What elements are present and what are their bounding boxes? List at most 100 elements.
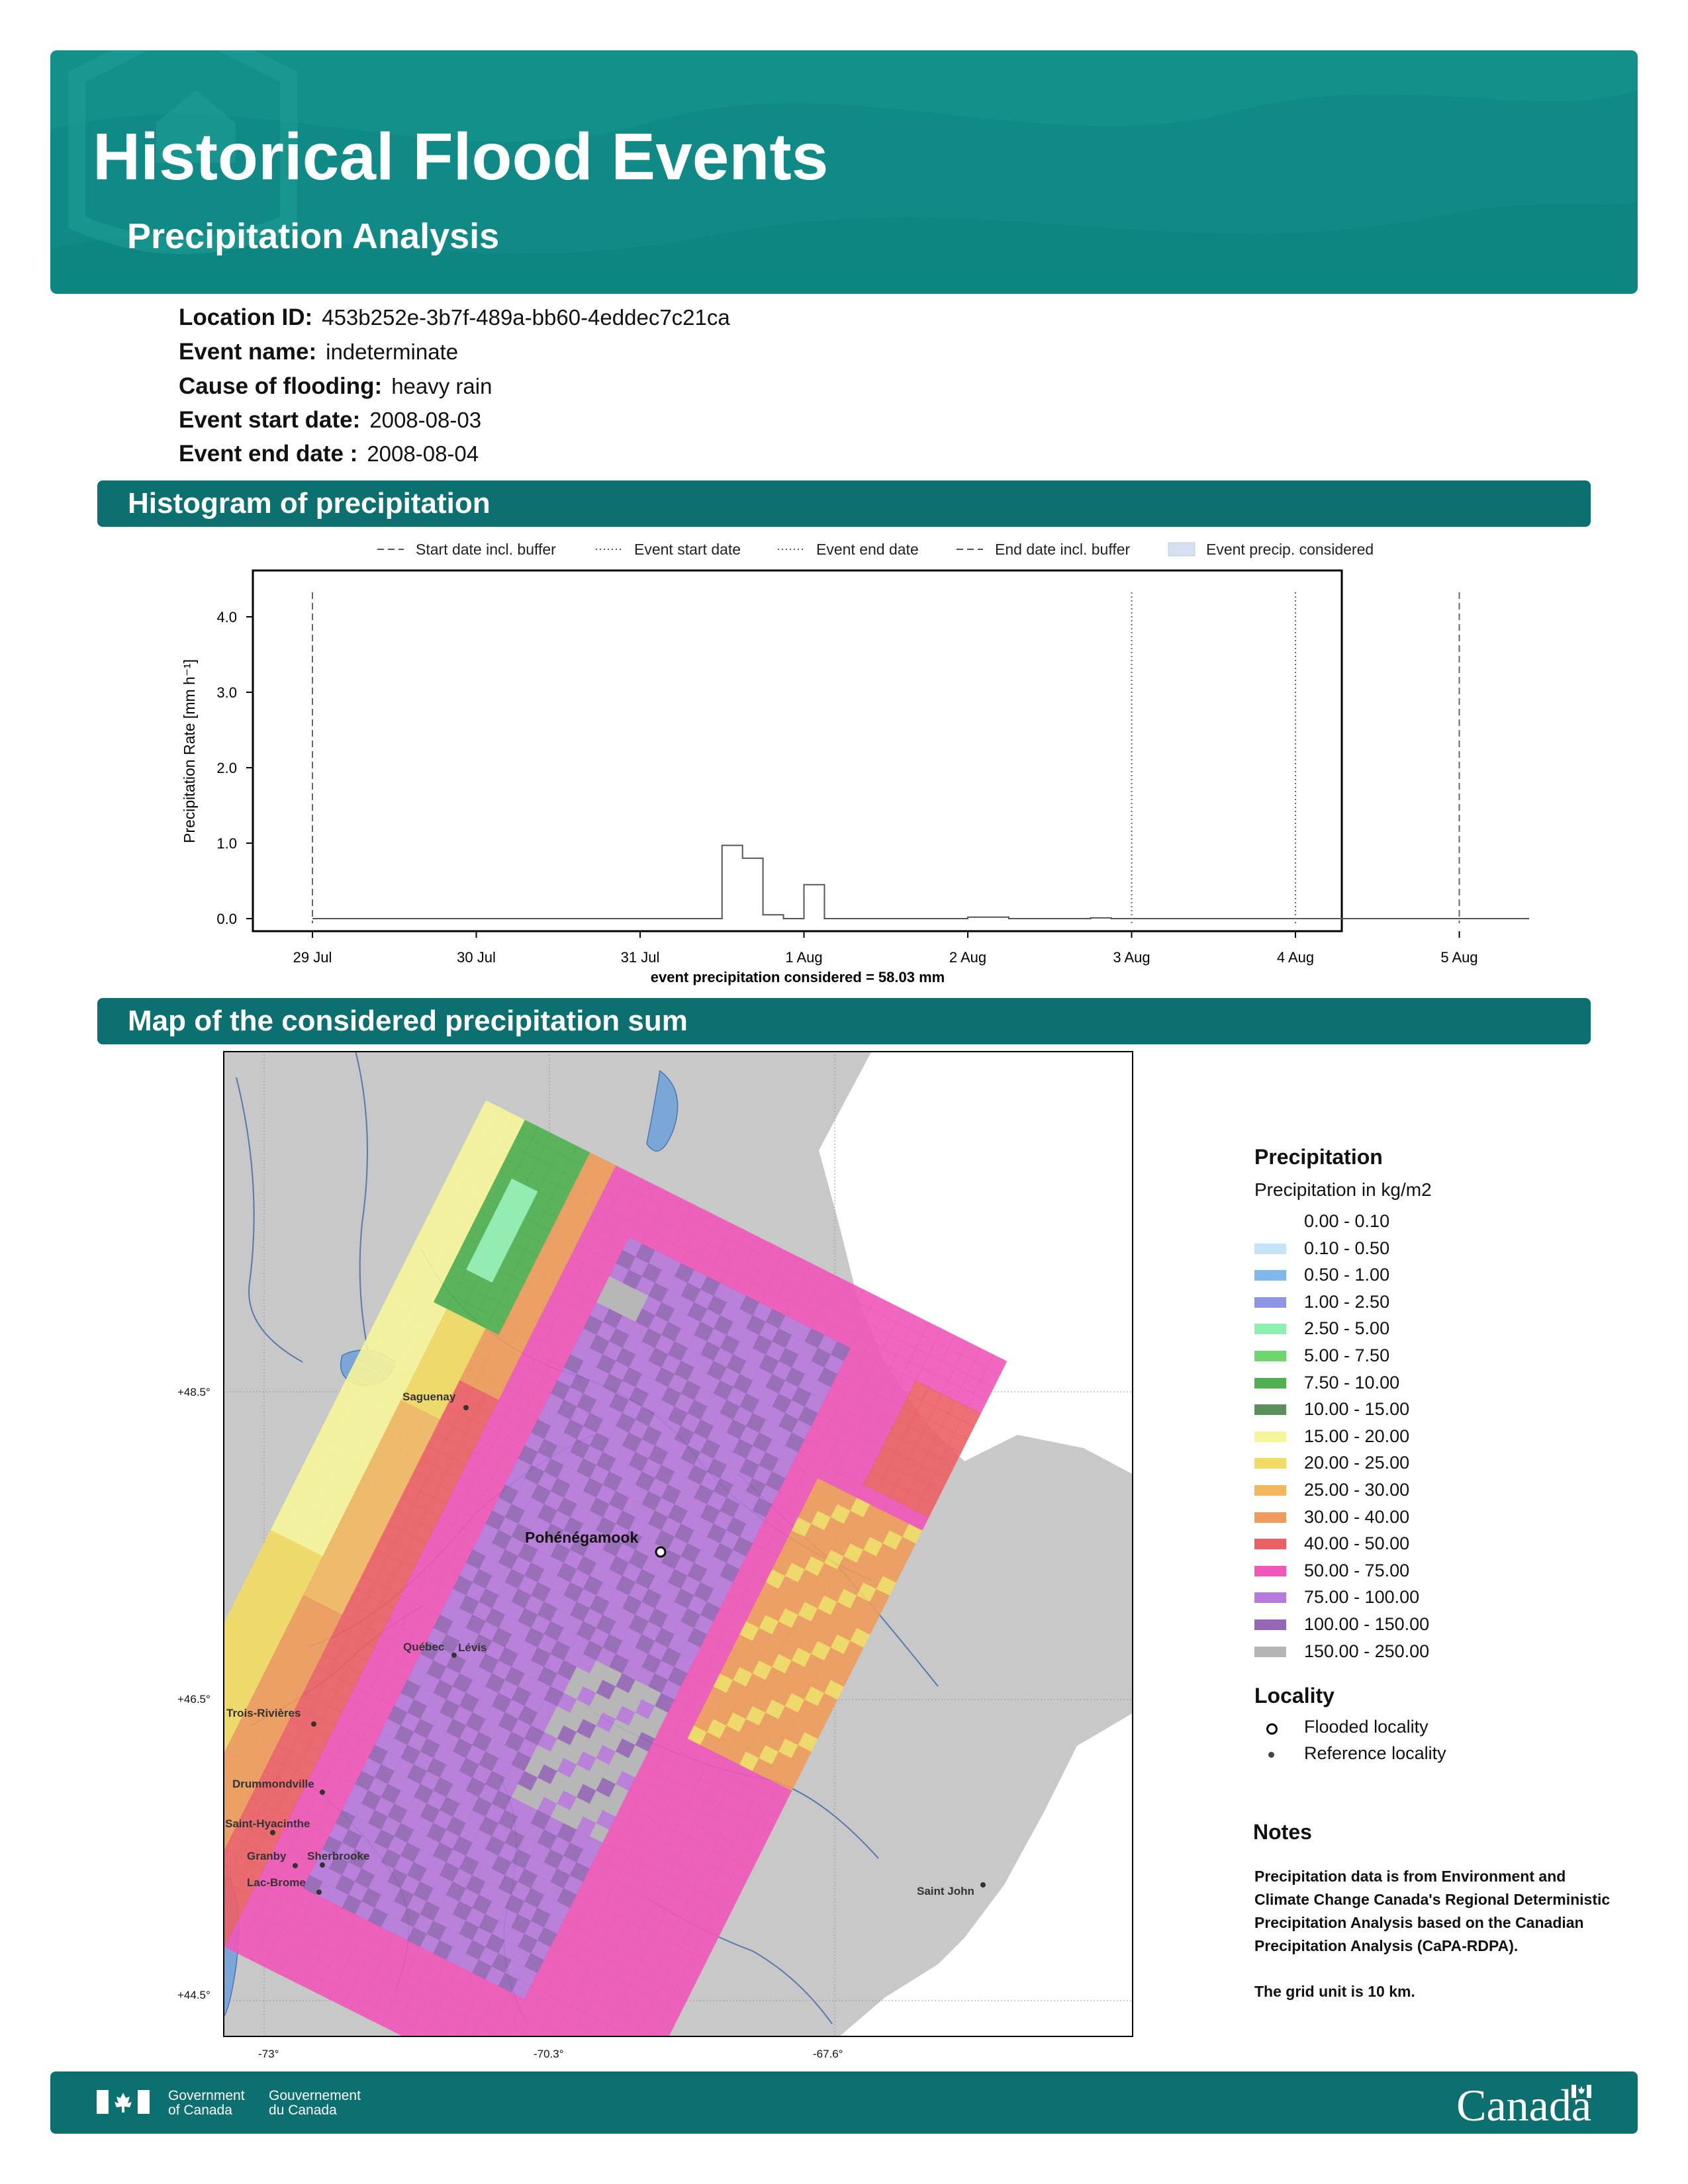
city-label: Québec [403, 1641, 444, 1653]
legend-class-label: 75.00 - 100.00 [1304, 1587, 1420, 1608]
info-label: Event end date : [179, 441, 358, 467]
legend-swatch [1254, 1512, 1286, 1523]
header-banner [50, 50, 1638, 294]
city-label: Lac-Brome [247, 1876, 306, 1889]
legend-swatch [1254, 1351, 1286, 1361]
lon-label: -73° [258, 2048, 279, 2060]
legend-class-label: 10.00 - 15.00 [1304, 1399, 1410, 1420]
flooded-locality-marker [655, 1546, 667, 1558]
map-section-bar: Map of the considered precipitation sum [97, 998, 1591, 1044]
y-tick-label: 2.0 [216, 760, 237, 776]
legend-swatch [1254, 1404, 1286, 1416]
banner-decoration [50, 50, 1638, 294]
city-label: Saint John [917, 1885, 974, 1897]
legend-class-label: 2.50 - 5.00 [1304, 1318, 1390, 1339]
legend-start-buffer: Start date incl. buffer [416, 541, 556, 558]
legend-class-label: 100.00 - 150.00 [1304, 1614, 1430, 1634]
city-label: Trois-Rivières [226, 1707, 301, 1719]
legend-swatch [1254, 1565, 1286, 1576]
reservoir-lake [646, 1069, 679, 1152]
legend-class-label: 30.00 - 40.00 [1304, 1506, 1410, 1527]
legend-class-label: 5.00 - 7.50 [1304, 1345, 1390, 1365]
lon-label: -70.3° [534, 2048, 564, 2060]
gov-fr: Gouvernement du Canada [269, 2089, 361, 2118]
legend-swatch [1254, 1243, 1286, 1254]
bars-group [246, 616, 1529, 938]
x-axis: 29 Jul 30 Jul 31 Jul 1 Aug 2 Aug 3 Aug 4… [293, 949, 1478, 966]
legend-class-label: 0.10 - 0.50 [1304, 1238, 1390, 1258]
reference-locality-label: Reference locality [1304, 1743, 1446, 1763]
info-value: indeterminate [326, 340, 459, 364]
legend-class-label: 40.00 - 50.00 [1304, 1533, 1410, 1554]
legend-swatch [1254, 1539, 1286, 1550]
histogram-section-title: Histogram of precipitation [128, 487, 491, 520]
flooded-locality-icon [1266, 1723, 1278, 1735]
y-tick-label: 1.0 [216, 835, 237, 852]
lat-label: +46.5° [177, 1693, 211, 1706]
legend-title: Precipitation [1254, 1145, 1383, 1169]
legend-class-label: 0.00 - 0.10 [1304, 1211, 1390, 1231]
chart-legend: Start date incl. buffer Event start date… [377, 541, 1374, 558]
x-tick-label: 31 Jul [621, 949, 660, 966]
gov-en-line1: Government [168, 2088, 245, 2103]
info-label: Event name: [179, 339, 317, 365]
legend-class-label: 150.00 - 250.00 [1304, 1641, 1430, 1661]
gov-fr-line2: du Canada [269, 2103, 337, 2118]
histogram-section-bar: Histogram of precipitation [97, 480, 1591, 527]
info-label: Event start date: [179, 407, 361, 433]
legend-class-label: 0.50 - 1.00 [1304, 1265, 1390, 1285]
lat-label: +44.5° [177, 1989, 211, 2001]
city-label: Drummondville [232, 1778, 314, 1790]
info-value: 2008-08-04 [367, 441, 479, 466]
x-tick-label: 1 Aug [785, 949, 822, 966]
legend-swatch [1254, 1485, 1286, 1496]
x-tick-label: 29 Jul [293, 949, 332, 966]
info-value: heavy rain [391, 374, 492, 398]
legend-swatch [1254, 1619, 1286, 1630]
y-axis-label: Precipitation Rate [mm h⁻¹] [181, 659, 198, 843]
info-label: Location ID: [179, 304, 313, 330]
notes-title: Notes [1253, 1820, 1312, 1844]
legend-swatch [1254, 1324, 1286, 1335]
notes-paragraph: The grid unit is 10 km. [1254, 1983, 1415, 2000]
legend-class-label: 50.00 - 75.00 [1304, 1560, 1410, 1580]
legend-swatch [1254, 1270, 1286, 1281]
legend-subtitle: Precipitation in kg/m2 [1254, 1179, 1432, 1200]
legend-swatch [1254, 1646, 1286, 1657]
map-section-title: Map of the considered precipitation sum [128, 1005, 688, 1037]
legend-swatch [1254, 1216, 1286, 1227]
x-tick-label: 3 Aug [1113, 949, 1150, 966]
footer-bar: Government of Canada Gouvernement du Can… [50, 2071, 1638, 2134]
city-label: Lévis [458, 1641, 487, 1654]
gov-fr-line1: Gouvernement [269, 2088, 361, 2103]
lat-label: +48.5° [177, 1386, 211, 1398]
reference-locality-icon [1268, 1752, 1274, 1758]
legend-end-buffer: End date incl. buffer [995, 541, 1130, 558]
notes-paragraph: Precipitation data is from Environment a… [1254, 1868, 1611, 1954]
lon-label: -67.6° [813, 2048, 843, 2060]
legend-class-label: 7.50 - 10.00 [1304, 1372, 1400, 1392]
info-start-date: Event start date: 2008-08-03 [179, 407, 481, 433]
page-title: Historical Flood Events [93, 120, 829, 194]
info-end-date: Event end date : 2008-08-04 [179, 441, 479, 467]
locality-title: Locality [1254, 1684, 1335, 1707]
page-subtitle: Precipitation Analysis [127, 216, 500, 256]
city-label: Saguenay [402, 1390, 456, 1403]
notes-body: Precipitation data is from Environment a… [1254, 1865, 1612, 2026]
legend-swatch [1254, 1431, 1286, 1442]
vlines-group [312, 592, 1460, 923]
legend-event-precip: Event precip. considered [1206, 541, 1374, 558]
x-tick-label: 2 Aug [949, 949, 986, 966]
legend-swatch [1254, 1592, 1286, 1604]
precipitation-map: Saguenay Pohénégamook Québec Lévis Trois… [223, 1051, 1133, 2037]
city-label: Granby [247, 1850, 287, 1862]
info-label: Cause of flooding: [179, 373, 383, 399]
precip-step-line [312, 844, 1529, 919]
city-label: Saint-Hyacinthe [225, 1817, 310, 1830]
info-value: 453b252e-3b7f-489a-bb60-4eddec7c21ca [322, 305, 730, 330]
legend-event-end: Event end date [816, 541, 919, 558]
precipitation-grid [223, 1100, 1008, 2037]
atlantic-sea [839, 1713, 1133, 2037]
grid-cells [223, 1100, 1008, 2037]
legend-class-label: 20.00 - 25.00 [1304, 1453, 1410, 1473]
